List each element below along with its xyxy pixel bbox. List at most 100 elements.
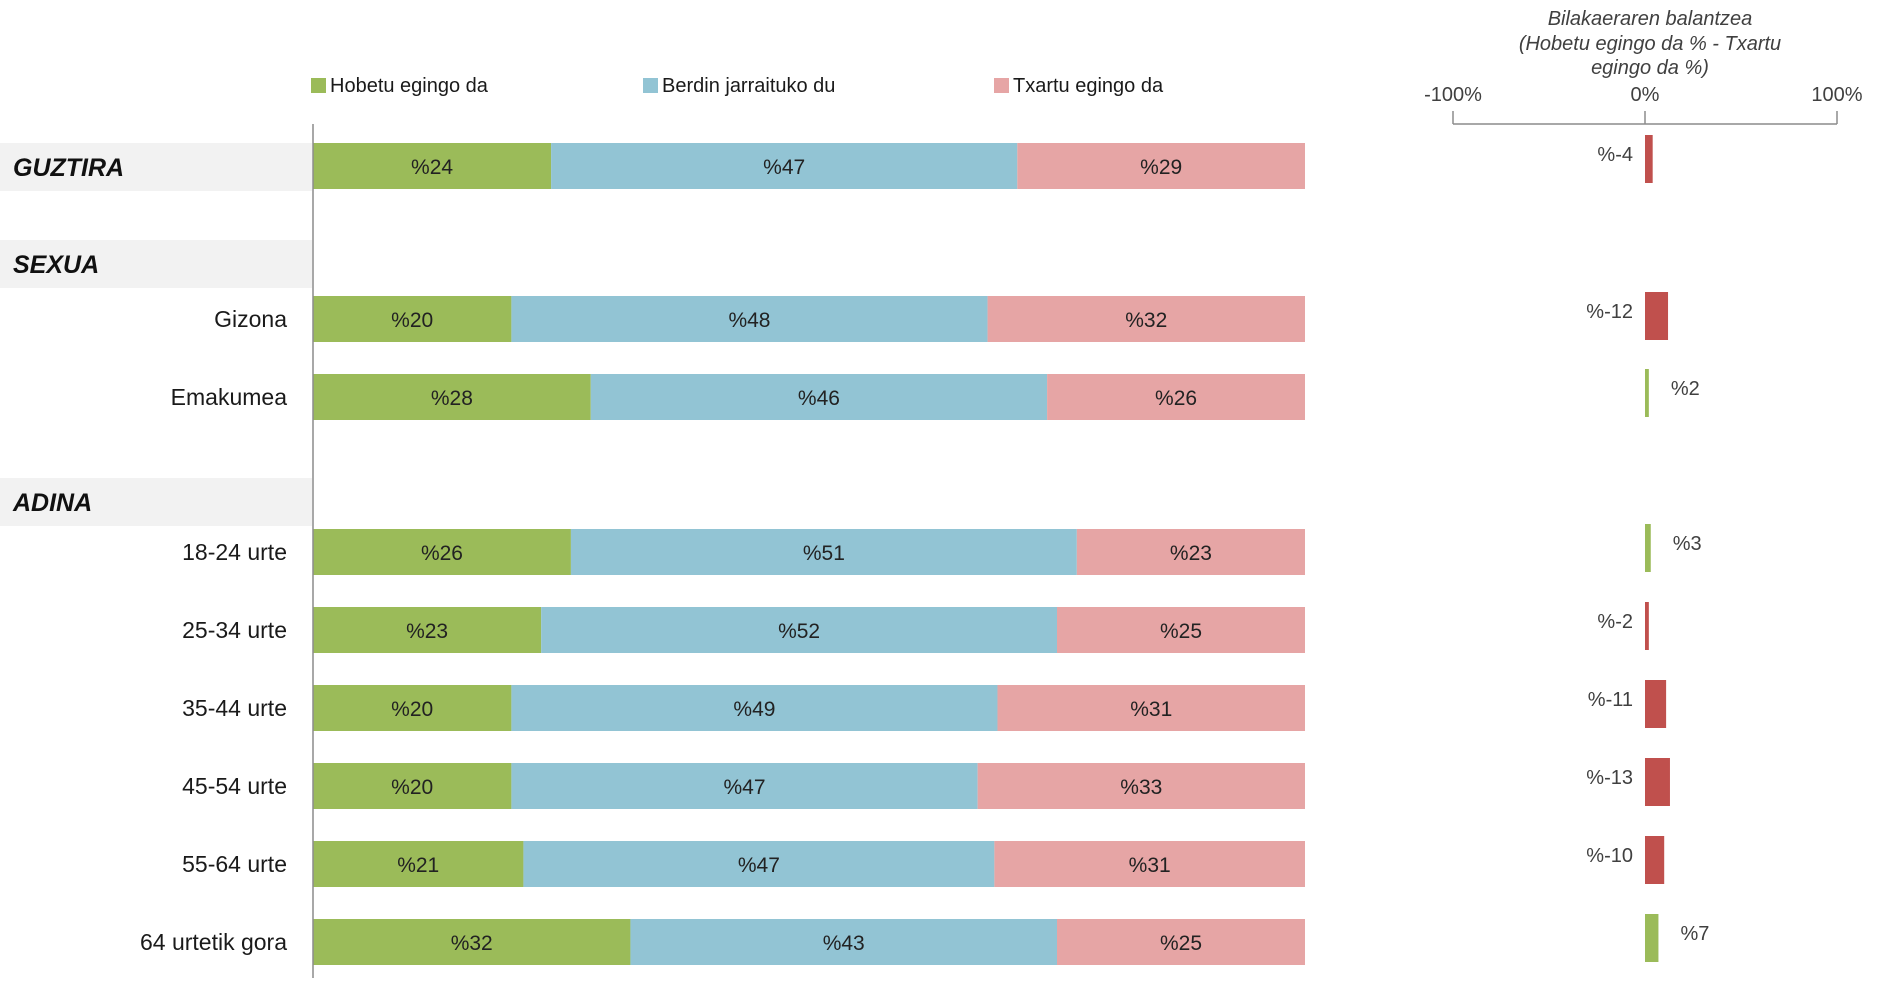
bar-data-label-3-2: %23 [1170,542,1212,565]
bar-segment-8-1 [630,919,1057,965]
row-label-5: 35-44 urte [182,695,287,721]
bar-segment-4-2 [1057,607,1305,653]
bar-data-label-2-1: %46 [798,387,840,410]
bar-data-label-4-2: %25 [1160,620,1202,643]
bar-data-label-5-1: %49 [733,698,775,721]
balance-subtitle-line-1: egingo da %) [1591,57,1709,79]
row-label-3: 18-24 urte [182,539,287,565]
bar-data-label-7-2: %31 [1129,854,1171,877]
balance-data-label-7: %-10 [1586,845,1633,867]
bar-data-label-0-1: %47 [763,156,805,179]
legend-label-1: Berdin jarraituko du [662,75,835,97]
balance-data-label-4: %-2 [1597,611,1633,633]
bar-segment-7-1 [523,841,995,887]
balance-data-label-1: %-12 [1586,301,1633,323]
bar-segment-5-1 [511,685,998,731]
bar-segment-8-0 [313,919,631,965]
balance-tick-label-2: 100% [1811,84,1862,106]
section-header-2: ADINA [12,489,92,517]
bar-segment-2-1 [590,374,1048,420]
bar-segment-8-2 [1057,919,1305,965]
section-header-0: GUZTIRA [13,154,124,182]
row-label-7: 55-64 urte [182,851,287,877]
legend-label-0: Hobetu egingo da [330,75,489,97]
bar-segment-4-1 [541,607,1057,653]
bar-data-label-1-0: %20 [391,309,433,332]
balance-bar-6 [1645,758,1670,806]
bar-segment-3-0 [313,529,571,575]
bar-segment-1-1 [511,296,988,342]
bar-segment-0-2 [1017,143,1305,189]
bar-data-label-0-2: %29 [1140,156,1182,179]
balance-tick-label-1: 0% [1631,84,1660,106]
bar-segment-7-0 [313,841,524,887]
legend-swatch-0 [311,78,326,93]
bar-data-label-8-0: %32 [451,932,493,955]
bar-data-label-4-0: %23 [406,620,448,643]
bar-segment-2-0 [313,374,591,420]
balance-bar-0 [1645,135,1653,183]
bar-data-label-8-2: %25 [1160,932,1202,955]
balance-data-label-5: %-11 [1588,689,1633,711]
bar-data-label-7-1: %47 [738,854,780,877]
bar-data-label-2-0: %28 [431,387,473,410]
bar-data-label-5-2: %31 [1130,698,1172,721]
balance-bar-5 [1645,680,1667,728]
balance-subtitle-line-0: (Hobetu egingo da % - Txartu [1519,33,1781,55]
balance-bar-4 [1645,602,1649,650]
bar-segment-5-2 [997,685,1305,731]
balance-bar-8 [1645,914,1659,962]
balance-data-label-6: %-13 [1586,767,1633,789]
bar-segment-6-0 [313,763,512,809]
section-header-bg-1 [0,240,312,288]
bar-data-label-3-1: %51 [803,542,845,565]
balance-bar-7 [1645,836,1665,884]
bar-segment-5-0 [313,685,512,731]
balance-title: Bilakaeraren balantzea [1548,8,1753,30]
bar-data-label-3-0: %26 [421,542,463,565]
balance-data-label-3: %3 [1673,533,1702,555]
bar-segment-6-1 [511,763,978,809]
bar-segment-1-2 [987,296,1305,342]
bar-data-label-1-2: %32 [1125,309,1167,332]
section-header-bg-2 [0,478,312,526]
bar-segment-0-1 [551,143,1018,189]
bar-segment-7-2 [994,841,1305,887]
balance-data-label-8: %7 [1680,923,1709,945]
balance-tick-label-0: -100% [1424,84,1482,106]
bar-data-label-4-1: %52 [778,620,820,643]
bar-segment-3-2 [1076,529,1305,575]
balance-bar-2 [1645,369,1649,417]
balance-bar-3 [1645,524,1651,572]
bar-data-label-2-2: %26 [1155,387,1197,410]
row-label-6: 45-54 urte [182,773,287,799]
row-label-2: Emakumea [171,384,288,410]
balance-bar-1 [1645,292,1669,340]
bar-segment-6-2 [977,763,1305,809]
row-label-8: 64 urtetik gora [140,929,287,955]
balance-data-label-2: %2 [1671,378,1700,400]
bar-data-label-0-0: %24 [411,156,453,179]
bar-segment-3-1 [570,529,1077,575]
bar-data-label-5-0: %20 [391,698,433,721]
bar-segment-4-0 [313,607,542,653]
bar-data-label-6-0: %20 [391,776,433,799]
bar-data-label-1-1: %48 [728,309,770,332]
legend-label-2: Txartu egingo da [1013,75,1164,97]
balance-data-label-0: %-4 [1597,144,1633,166]
bar-segment-2-2 [1047,374,1305,420]
bar-data-label-6-1: %47 [724,776,766,799]
legend-swatch-1 [643,78,658,93]
bar-data-label-6-2: %33 [1120,776,1162,799]
bar-segment-0-0 [313,143,552,189]
legend-swatch-2 [994,78,1009,93]
bar-segment-1-0 [313,296,512,342]
bar-data-label-8-1: %43 [823,932,865,955]
bar-data-label-7-0: %21 [397,854,439,877]
row-label-4: 25-34 urte [182,617,287,643]
row-label-1: Gizona [214,306,287,332]
section-header-bg-0 [0,143,312,191]
section-header-1: SEXUA [13,251,99,279]
